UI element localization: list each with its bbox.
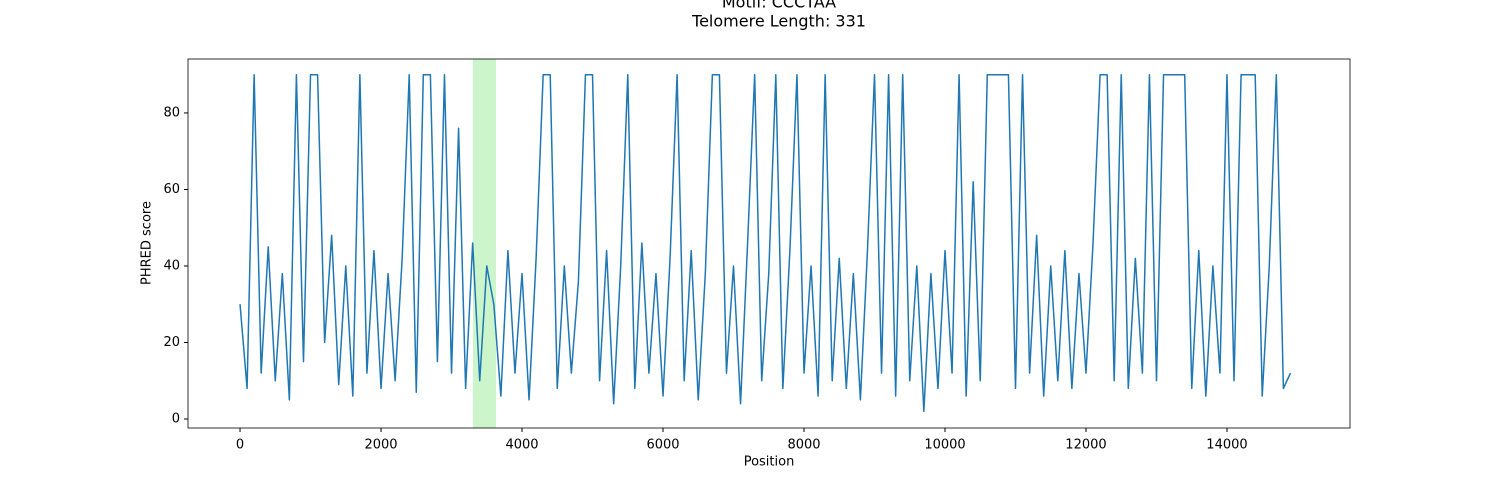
x-tick-label: 6000	[646, 438, 679, 453]
x-axis-label: Position	[744, 455, 795, 470]
y-tick-label: 40	[163, 258, 180, 273]
x-tick-label: 14000	[1206, 438, 1247, 453]
chart-title: Telomere Length: 331	[691, 12, 866, 31]
x-tick-label: 8000	[787, 438, 820, 453]
y-axis-label: PHRED score	[140, 201, 155, 285]
data-line	[239, 73, 1292, 413]
x-tick-label: 10000	[924, 438, 965, 453]
x-tick-label: 12000	[1065, 438, 1106, 453]
y-tick-label: 80	[163, 105, 180, 120]
y-tick-label: 20	[163, 335, 180, 350]
x-tick-label: 0	[236, 438, 244, 453]
highlight-span	[473, 59, 497, 428]
chart-title: Motif: CCCTAA	[722, 0, 836, 12]
x-tick-label: 4000	[505, 438, 538, 453]
y-tick-label: 0	[172, 412, 180, 427]
x-tick-label: 2000	[364, 438, 397, 453]
y-tick-label: 60	[163, 182, 180, 197]
plot-frame	[187, 58, 1351, 429]
